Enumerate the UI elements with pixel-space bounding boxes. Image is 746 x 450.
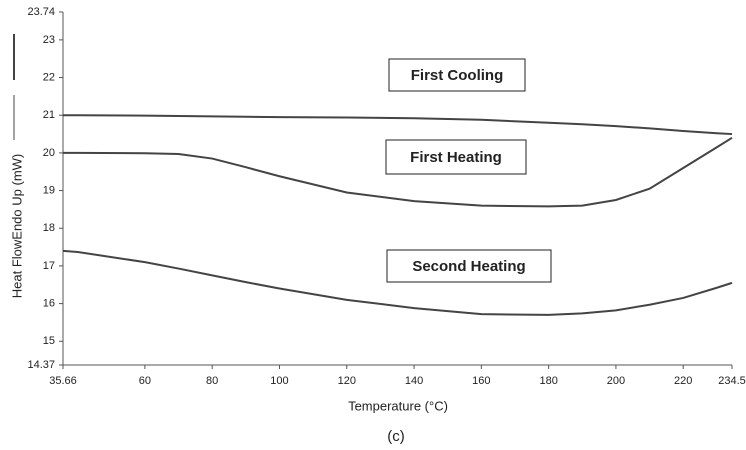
x-axis-label: Temperature (°C) xyxy=(348,398,448,413)
series-label: Second Heating xyxy=(412,258,525,275)
y-axis-label: Heat FlowEndo Up (mW) xyxy=(9,154,24,298)
label-box xyxy=(386,249,552,283)
y-tick-label: 16 xyxy=(43,297,55,309)
x-tick-label: 200 xyxy=(607,375,625,387)
x-tick-label: 60 xyxy=(139,375,151,387)
x-tick-label: 35.66 xyxy=(49,375,77,387)
x-tick-label: 140 xyxy=(405,375,423,387)
y-tick-label: 14.37 xyxy=(27,359,55,371)
x-tick-label: 220 xyxy=(674,375,692,387)
label-box xyxy=(385,139,527,175)
y-tick-label: 17 xyxy=(43,260,55,272)
x-tick-label: 180 xyxy=(539,375,557,387)
caption: (c) xyxy=(387,428,405,445)
series-label: First Cooling xyxy=(411,67,504,84)
x-tick-label: 234.5 xyxy=(718,375,746,387)
x-tick-label: 160 xyxy=(472,375,490,387)
y-tick-label: 15 xyxy=(43,335,55,347)
label-box xyxy=(388,58,526,92)
x-tick-label: 120 xyxy=(338,375,356,387)
series-line xyxy=(63,114,733,136)
x-tick-label: 80 xyxy=(206,375,218,387)
y-tick-label: 19 xyxy=(43,184,55,196)
series-line xyxy=(63,136,733,208)
series-label: First Heating xyxy=(410,149,502,166)
y-tick-label: 21 xyxy=(43,109,55,121)
y-tick-label: 22 xyxy=(43,71,55,83)
y-tick-label: 23 xyxy=(43,34,55,46)
series-line xyxy=(62,249,733,316)
y-tick-label: 18 xyxy=(43,222,55,234)
y-tick-label: 23.74 xyxy=(27,6,55,18)
x-tick-label: 100 xyxy=(270,375,288,387)
y-tick-label: 20 xyxy=(43,147,55,159)
